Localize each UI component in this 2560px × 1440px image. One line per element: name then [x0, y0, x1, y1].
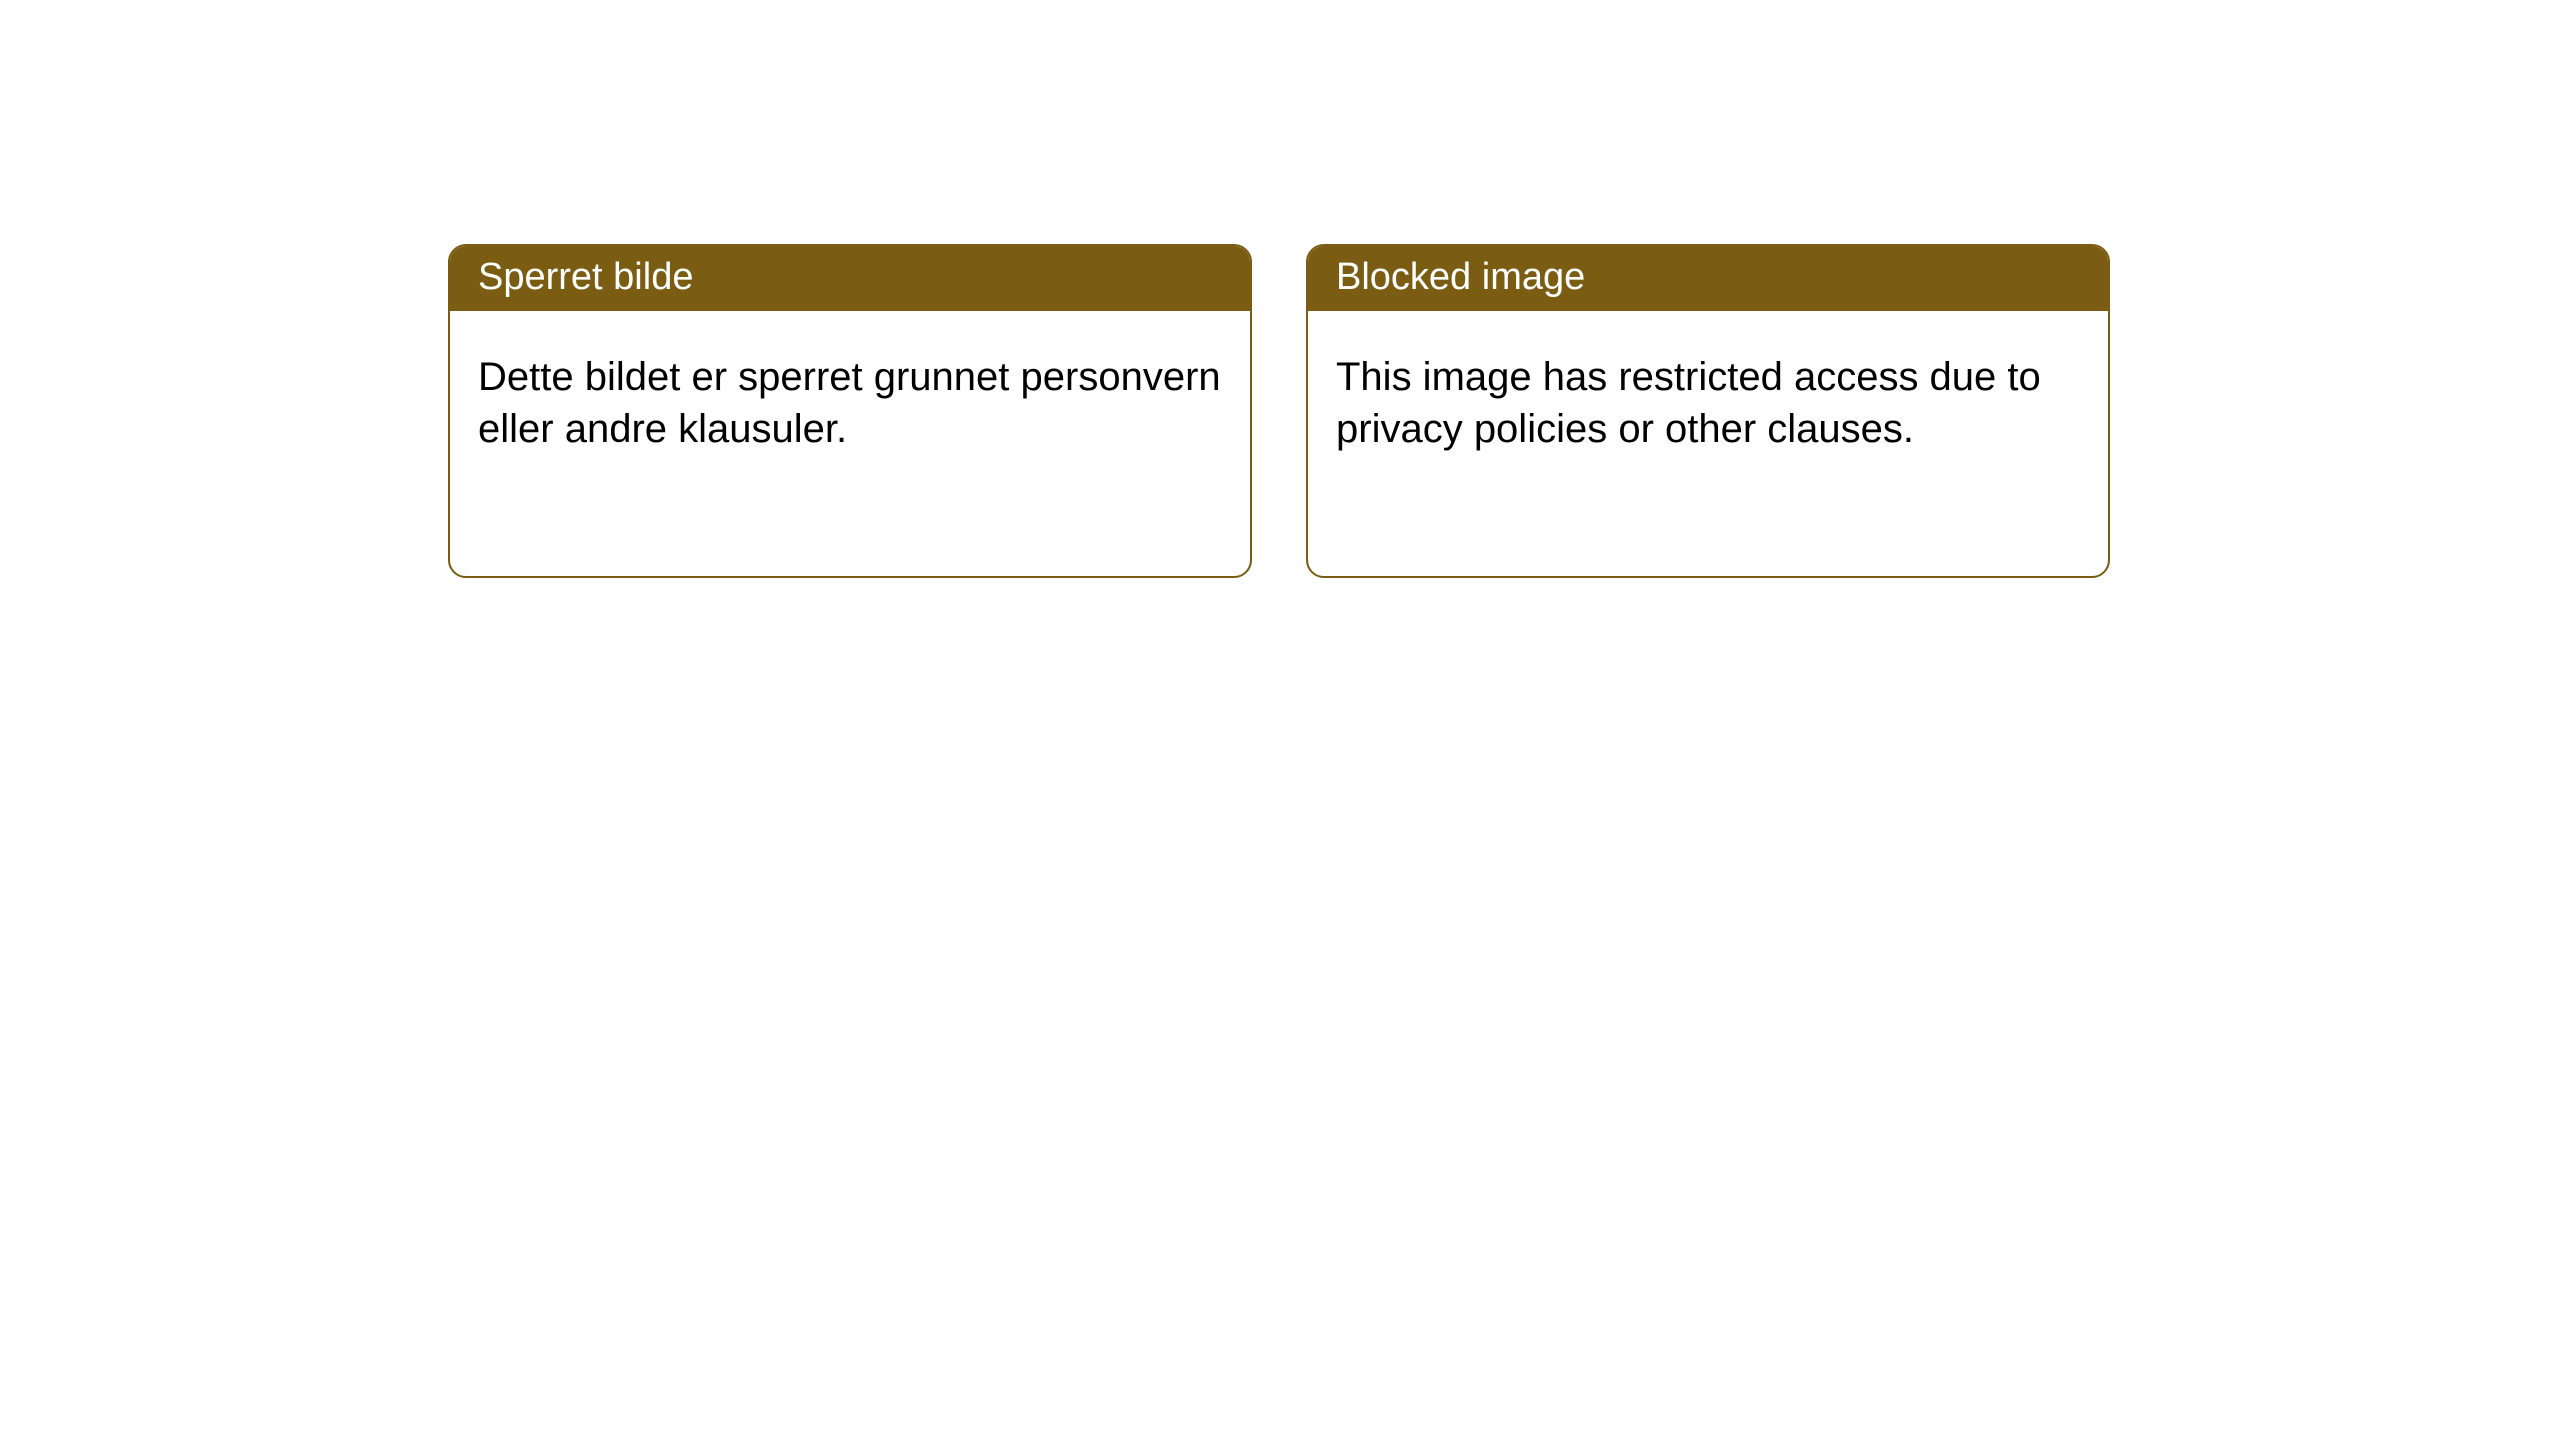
card-header-title: Blocked image: [1308, 246, 2108, 311]
blocked-image-card-norwegian: Sperret bilde Dette bildet er sperret gr…: [448, 244, 1252, 578]
notice-cards-container: Sperret bilde Dette bildet er sperret gr…: [0, 0, 2560, 578]
card-body-text: This image has restricted access due to …: [1308, 311, 2108, 483]
blocked-image-card-english: Blocked image This image has restricted …: [1306, 244, 2110, 578]
card-header-title: Sperret bilde: [450, 246, 1250, 311]
card-body-text: Dette bildet er sperret grunnet personve…: [450, 311, 1250, 483]
